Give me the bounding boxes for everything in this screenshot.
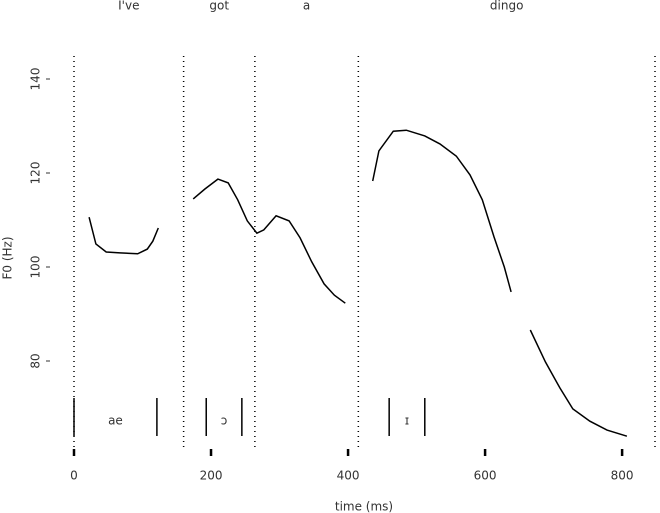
- y-tick-label: 120: [29, 162, 43, 185]
- y-tick-label: 80: [29, 353, 43, 368]
- f0-line: [88, 129, 628, 437]
- y-tick-label: 100: [29, 256, 43, 279]
- x-tick-label: 400: [337, 469, 360, 483]
- word-label: a: [303, 0, 310, 13]
- segment-label: ae: [108, 414, 123, 428]
- y-axis-label: F0 (Hz): [1, 236, 15, 279]
- x-axis-label: time (ms): [335, 500, 393, 513]
- segment-label: ɔ: [221, 414, 228, 428]
- y-tick-label: 140: [29, 68, 43, 91]
- x-tick-label: 0: [70, 469, 78, 483]
- word-label: dingo: [490, 0, 524, 13]
- segment-label: ɪ: [405, 414, 409, 428]
- x-tick-label: 600: [474, 469, 497, 483]
- word-label: I've: [118, 0, 139, 13]
- word-label: got: [209, 0, 229, 13]
- x-tick-label: 200: [200, 469, 223, 483]
- x-tick-label: 800: [611, 469, 634, 483]
